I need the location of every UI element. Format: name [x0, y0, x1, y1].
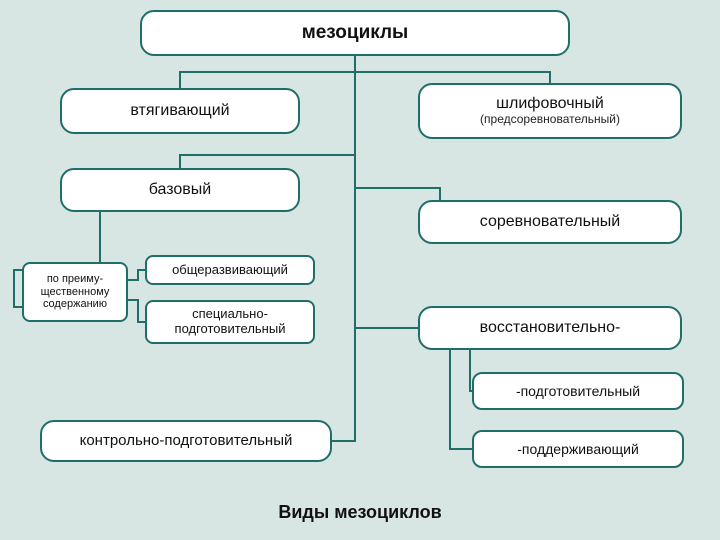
caption: Виды мезоциклов	[0, 502, 720, 523]
caption-text: Виды мезоциклов	[278, 502, 441, 522]
node-podder-label: -поддерживающий	[517, 441, 639, 457]
node-sorev-label: соревновательный	[480, 213, 620, 231]
node-vosst-label: восстановительно-	[480, 319, 621, 337]
node-shlif-label: шлифовочный	[496, 95, 604, 113]
edge-root-vtyag	[180, 56, 355, 88]
node-bazov: базовый	[60, 168, 300, 212]
node-vosst: восстановительно-	[418, 306, 682, 350]
node-spec-label: специально- подготовительный	[175, 307, 286, 337]
edge-root-kontrol	[332, 56, 355, 441]
node-vtyag: втягивающий	[60, 88, 300, 134]
node-sorev: соревновательный	[418, 200, 682, 244]
edge-vosst-podder	[450, 350, 472, 449]
node-bazov-label: базовый	[149, 181, 212, 199]
node-podgot-label: -подготовительный	[516, 383, 640, 399]
node-preimu: по преиму- щественному содержанию	[22, 262, 128, 322]
node-podder: -поддерживающий	[472, 430, 684, 468]
edge-root-vosst	[355, 56, 418, 328]
node-root-label: мезоциклы	[302, 22, 409, 44]
node-shlif-sublabel: (предсоревновательный)	[480, 113, 620, 127]
node-kontrol-label: контрольно-подготовительный	[80, 432, 293, 449]
edge-preimu-spec	[128, 300, 145, 322]
node-podgot: -подготовительный	[472, 372, 684, 410]
edge-preimu-obsch	[128, 270, 145, 280]
node-kontrol: контрольно-подготовительный	[40, 420, 332, 462]
node-spec: специально- подготовительный	[145, 300, 315, 344]
node-obsch-label: общеразвивающий	[172, 263, 288, 278]
node-preimu-label: по преиму- щественному содержанию	[41, 273, 110, 311]
node-root: мезоциклы	[140, 10, 570, 56]
node-shlif: шлифовочный(предсоревновательный)	[418, 83, 682, 139]
node-obsch: общеразвивающий	[145, 255, 315, 285]
node-vtyag-label: втягивающий	[130, 102, 229, 120]
edge-root-shlif	[355, 56, 550, 83]
